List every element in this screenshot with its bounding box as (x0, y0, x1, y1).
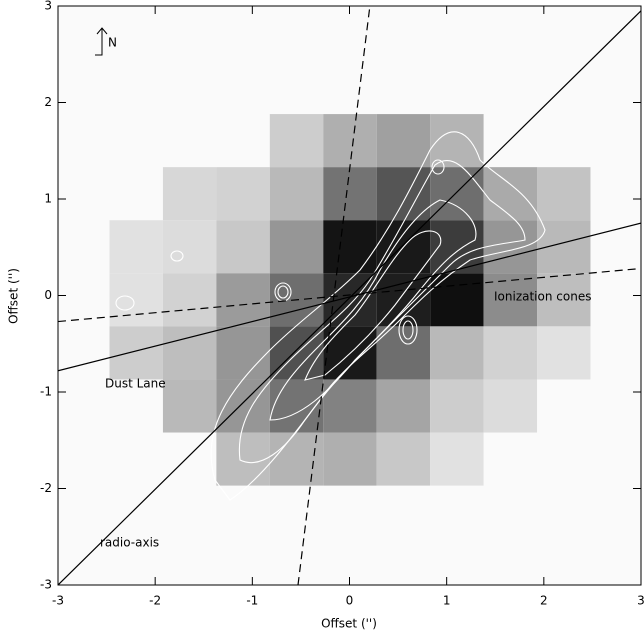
pixel (377, 114, 430, 167)
x-tick-label: -3 (52, 594, 64, 608)
pixel (484, 167, 537, 220)
annotation: N (108, 36, 117, 50)
pixel (216, 220, 269, 273)
y-tick-label: 0 (44, 288, 52, 302)
pixel (377, 379, 430, 432)
pixel (484, 326, 537, 379)
y-tick-label: -3 (40, 578, 52, 592)
pixel (216, 326, 269, 379)
annotation: Ionization cones (494, 290, 591, 304)
pixel (430, 167, 483, 220)
pixel (430, 114, 483, 167)
pixel (270, 433, 323, 486)
pixel (430, 433, 483, 486)
x-tick-label: 0 (346, 594, 354, 608)
annotation: Dust Lane (105, 377, 166, 391)
x-tick-label: 2 (540, 594, 548, 608)
y-tick-label: 3 (44, 0, 52, 13)
pixel (323, 379, 376, 432)
pixel (484, 220, 537, 273)
pixel (323, 220, 376, 273)
y-tick-label: -1 (40, 385, 52, 399)
pixel (323, 114, 376, 167)
pixel (537, 167, 590, 220)
pixel (323, 167, 376, 220)
pixel (163, 379, 216, 432)
pixel (163, 220, 216, 273)
annotation: radio-axis (100, 536, 159, 550)
pixel (270, 220, 323, 273)
y-tick-label: 2 (44, 95, 52, 109)
pixel (270, 114, 323, 167)
x-tick-label: -2 (149, 594, 161, 608)
pixel (377, 433, 430, 486)
pixel (323, 433, 376, 486)
pixel (430, 379, 483, 432)
pixel (109, 220, 162, 273)
x-tick-label: 3 (637, 594, 644, 608)
pixel (537, 220, 590, 273)
x-axis-label: Offset ('') (321, 617, 377, 631)
pixel (216, 167, 269, 220)
y-tick-label: -2 (40, 481, 52, 495)
x-tick-label: 1 (443, 594, 451, 608)
pixel (216, 433, 269, 486)
y-tick-label: 1 (44, 192, 52, 206)
pixel (163, 273, 216, 326)
pixel (163, 326, 216, 379)
y-axis-label: Offset ('') (7, 268, 21, 324)
x-tick-label: -1 (246, 594, 258, 608)
pixel (430, 326, 483, 379)
pixel (537, 326, 590, 379)
pixel (270, 167, 323, 220)
chart: N Dust Lane radio-axis Ionization cones … (0, 0, 644, 637)
pixel (163, 167, 216, 220)
pixel (484, 379, 537, 432)
pixel (430, 273, 483, 326)
pixel (109, 326, 162, 379)
pixel (216, 273, 269, 326)
